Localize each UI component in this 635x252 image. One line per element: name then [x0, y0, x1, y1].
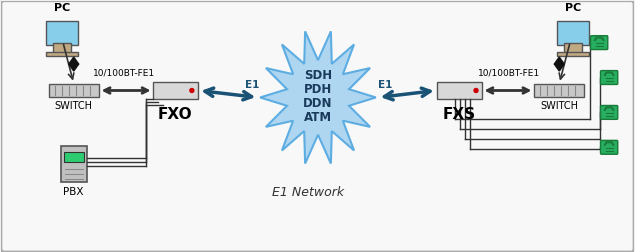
FancyBboxPatch shape [53, 43, 70, 53]
Text: FXO: FXO [158, 107, 193, 122]
Polygon shape [260, 31, 376, 164]
Text: SWITCH: SWITCH [55, 102, 93, 111]
FancyBboxPatch shape [46, 21, 77, 45]
Text: SDH: SDH [304, 69, 332, 82]
Text: PDH: PDH [304, 83, 332, 96]
Text: SWITCH: SWITCH [540, 102, 578, 111]
Text: E1: E1 [245, 80, 259, 90]
Text: E1 Network: E1 Network [272, 186, 344, 199]
Polygon shape [69, 57, 79, 71]
Text: 10/100BT-FE1: 10/100BT-FE1 [478, 69, 540, 78]
Polygon shape [554, 57, 565, 71]
FancyBboxPatch shape [437, 81, 482, 100]
FancyBboxPatch shape [49, 83, 98, 98]
FancyBboxPatch shape [153, 81, 198, 100]
FancyBboxPatch shape [601, 106, 618, 119]
FancyBboxPatch shape [64, 152, 84, 162]
FancyBboxPatch shape [601, 71, 618, 84]
FancyBboxPatch shape [565, 43, 582, 53]
Text: PC: PC [565, 3, 582, 13]
Circle shape [474, 88, 478, 92]
Text: ATM: ATM [304, 111, 332, 124]
FancyBboxPatch shape [558, 52, 589, 56]
Text: DDN: DDN [304, 97, 333, 110]
FancyBboxPatch shape [61, 146, 87, 182]
Text: PBX: PBX [64, 187, 84, 197]
FancyBboxPatch shape [601, 140, 618, 154]
FancyBboxPatch shape [558, 21, 589, 45]
Text: PC: PC [53, 3, 70, 13]
FancyBboxPatch shape [46, 52, 77, 56]
FancyBboxPatch shape [534, 83, 584, 98]
Circle shape [190, 88, 194, 92]
Text: 10/100BT-FE1: 10/100BT-FE1 [93, 69, 155, 78]
FancyBboxPatch shape [591, 36, 608, 50]
Text: E1: E1 [378, 80, 392, 90]
Text: FXS: FXS [443, 107, 476, 122]
